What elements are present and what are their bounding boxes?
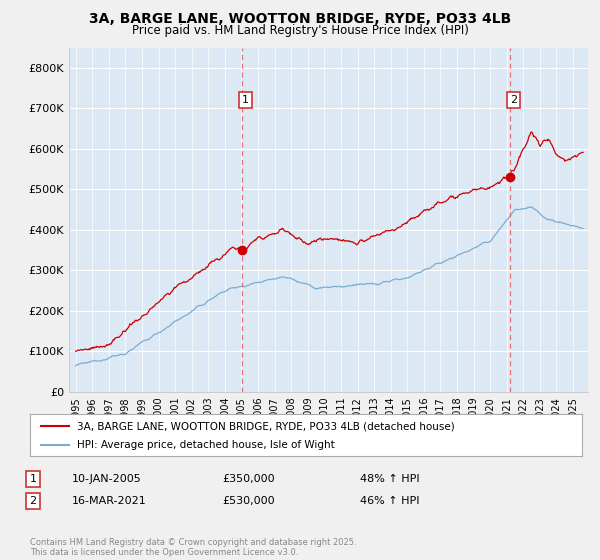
- Text: 1: 1: [242, 95, 249, 105]
- Text: 10-JAN-2005: 10-JAN-2005: [72, 474, 142, 484]
- Text: 3A, BARGE LANE, WOOTTON BRIDGE, RYDE, PO33 4LB (detached house): 3A, BARGE LANE, WOOTTON BRIDGE, RYDE, PO…: [77, 421, 455, 431]
- Text: 2: 2: [510, 95, 517, 105]
- Text: HPI: Average price, detached house, Isle of Wight: HPI: Average price, detached house, Isle…: [77, 440, 335, 450]
- Text: 2: 2: [29, 496, 37, 506]
- Text: £530,000: £530,000: [222, 496, 275, 506]
- Text: 16-MAR-2021: 16-MAR-2021: [72, 496, 147, 506]
- Text: 46% ↑ HPI: 46% ↑ HPI: [360, 496, 419, 506]
- Text: Contains HM Land Registry data © Crown copyright and database right 2025.
This d: Contains HM Land Registry data © Crown c…: [30, 538, 356, 557]
- Text: 48% ↑ HPI: 48% ↑ HPI: [360, 474, 419, 484]
- Text: 1: 1: [29, 474, 37, 484]
- Text: 3A, BARGE LANE, WOOTTON BRIDGE, RYDE, PO33 4LB: 3A, BARGE LANE, WOOTTON BRIDGE, RYDE, PO…: [89, 12, 511, 26]
- Text: Price paid vs. HM Land Registry's House Price Index (HPI): Price paid vs. HM Land Registry's House …: [131, 24, 469, 36]
- Text: £350,000: £350,000: [222, 474, 275, 484]
